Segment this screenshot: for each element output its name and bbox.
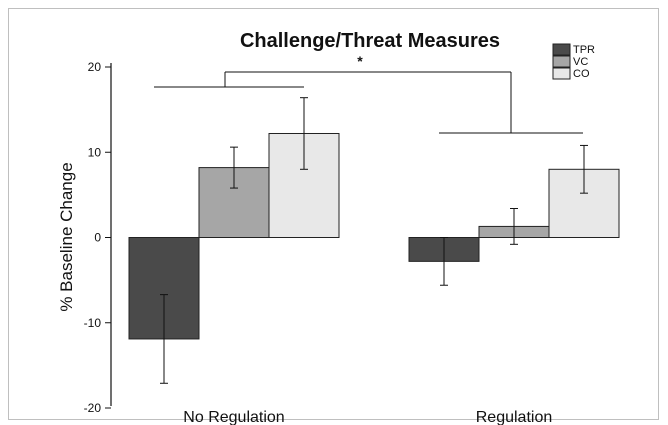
bars xyxy=(128,132,620,340)
error-bars xyxy=(160,97,588,384)
y-tick-label: -10 xyxy=(84,316,102,330)
y-axis-label: % Baseline Change xyxy=(57,162,76,311)
legend-label-co: CO xyxy=(573,68,590,80)
legend-swatch-vc xyxy=(552,55,571,68)
chart-title: Challenge/Threat Measures xyxy=(240,30,500,52)
legend-label-vc: VC xyxy=(573,56,588,68)
significance-star: * xyxy=(357,53,363,69)
y-tick-label: -20 xyxy=(84,401,102,415)
significance-bracket: * xyxy=(154,53,583,134)
axes: 20 10 0 -10 -20 xyxy=(84,60,112,415)
category-label: Regulation xyxy=(476,409,553,425)
y-tick-label: 20 xyxy=(88,60,102,74)
chart-border xyxy=(8,8,659,420)
legend-swatch-co xyxy=(552,67,571,80)
legend-label-tpr: TPR xyxy=(573,44,595,56)
legend-swatch-tpr xyxy=(552,43,571,56)
category-label: No Regulation xyxy=(183,409,284,425)
y-tick-label: 0 xyxy=(94,231,101,245)
y-tick-label: 10 xyxy=(88,145,102,159)
category-labels: No Regulation Regulation xyxy=(183,409,552,425)
